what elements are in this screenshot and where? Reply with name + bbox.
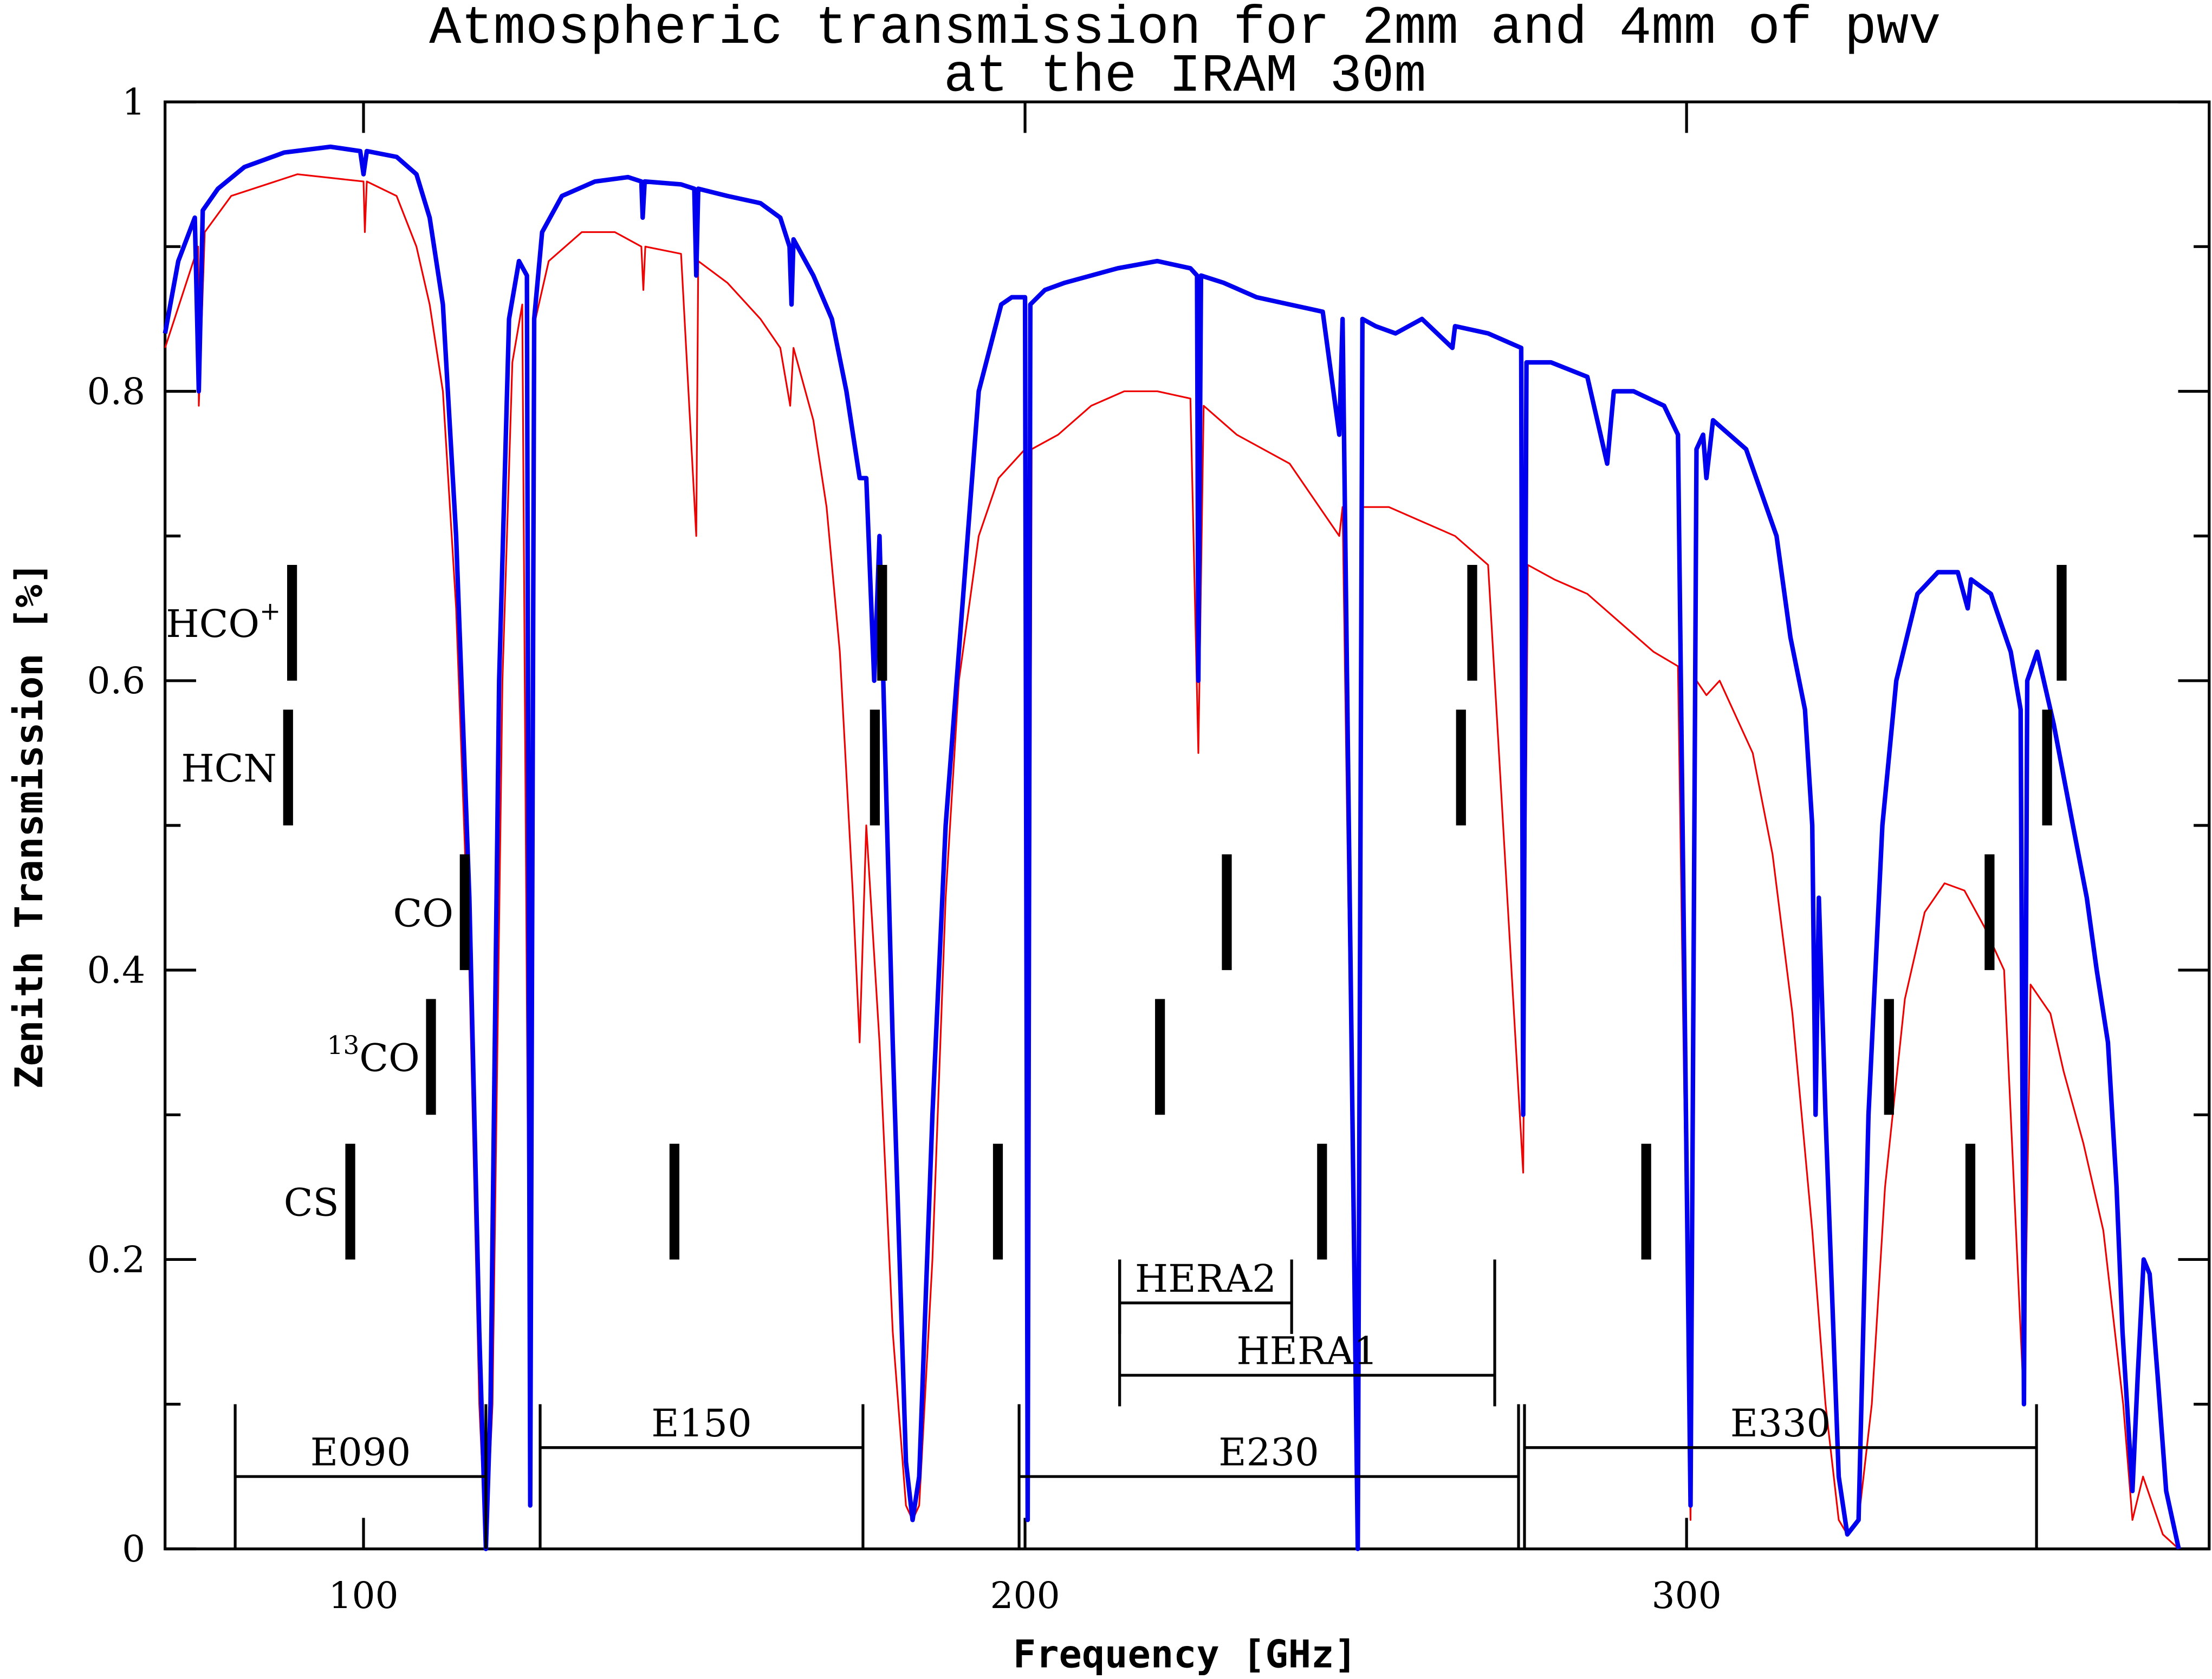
molecule-label: CO <box>393 891 453 935</box>
x-tick-label: 300 <box>1652 1574 1722 1617</box>
band-label: E150 <box>651 1401 751 1446</box>
molecule-label-suffix: + <box>260 597 281 627</box>
x-tick-label: 200 <box>990 1574 1060 1617</box>
band-label: E230 <box>1218 1430 1319 1474</box>
molecule-label: HCN <box>181 746 277 791</box>
band-label: HERA2 <box>1135 1257 1276 1301</box>
x-axis-label: Frequency [GHz] <box>1013 1632 1357 1677</box>
molecule-label-name: CS <box>284 1181 339 1225</box>
molecule-label: 13CO <box>327 1031 420 1080</box>
molecule-label: CS <box>284 1181 339 1225</box>
molecule-label-prefix: 13 <box>327 1031 360 1060</box>
molecule-label-name: HCN <box>181 746 277 791</box>
y-tick-label: 1 <box>122 81 145 123</box>
chart-title: Atmospheric transmission for 2mm and 4mm… <box>429 0 1941 59</box>
molecule-label-name: CO <box>393 891 453 935</box>
y-tick-label: 0.4 <box>87 949 146 992</box>
band-label: HERA1 <box>1236 1329 1378 1373</box>
molecule-label: HCO+ <box>166 597 281 646</box>
plot-frame <box>164 100 2211 1551</box>
y-tick-label: 0.2 <box>87 1238 146 1281</box>
molecule-label-name: CO <box>359 1036 419 1080</box>
chart-subtitle: at the IRAM 30m <box>944 46 1426 107</box>
band-label: E090 <box>310 1430 411 1474</box>
x-tick-label: 100 <box>328 1574 398 1617</box>
molecule-label-name: HCO <box>166 602 260 646</box>
y-tick-label: 0.8 <box>87 370 146 413</box>
y-tick-label: 0 <box>122 1527 145 1570</box>
y-tick-label: 0.6 <box>87 659 146 702</box>
band-label: E330 <box>1730 1401 1831 1446</box>
y-axis-label: Zenith Transmission [%] <box>7 562 51 1089</box>
transmission-line <box>163 144 2181 1551</box>
